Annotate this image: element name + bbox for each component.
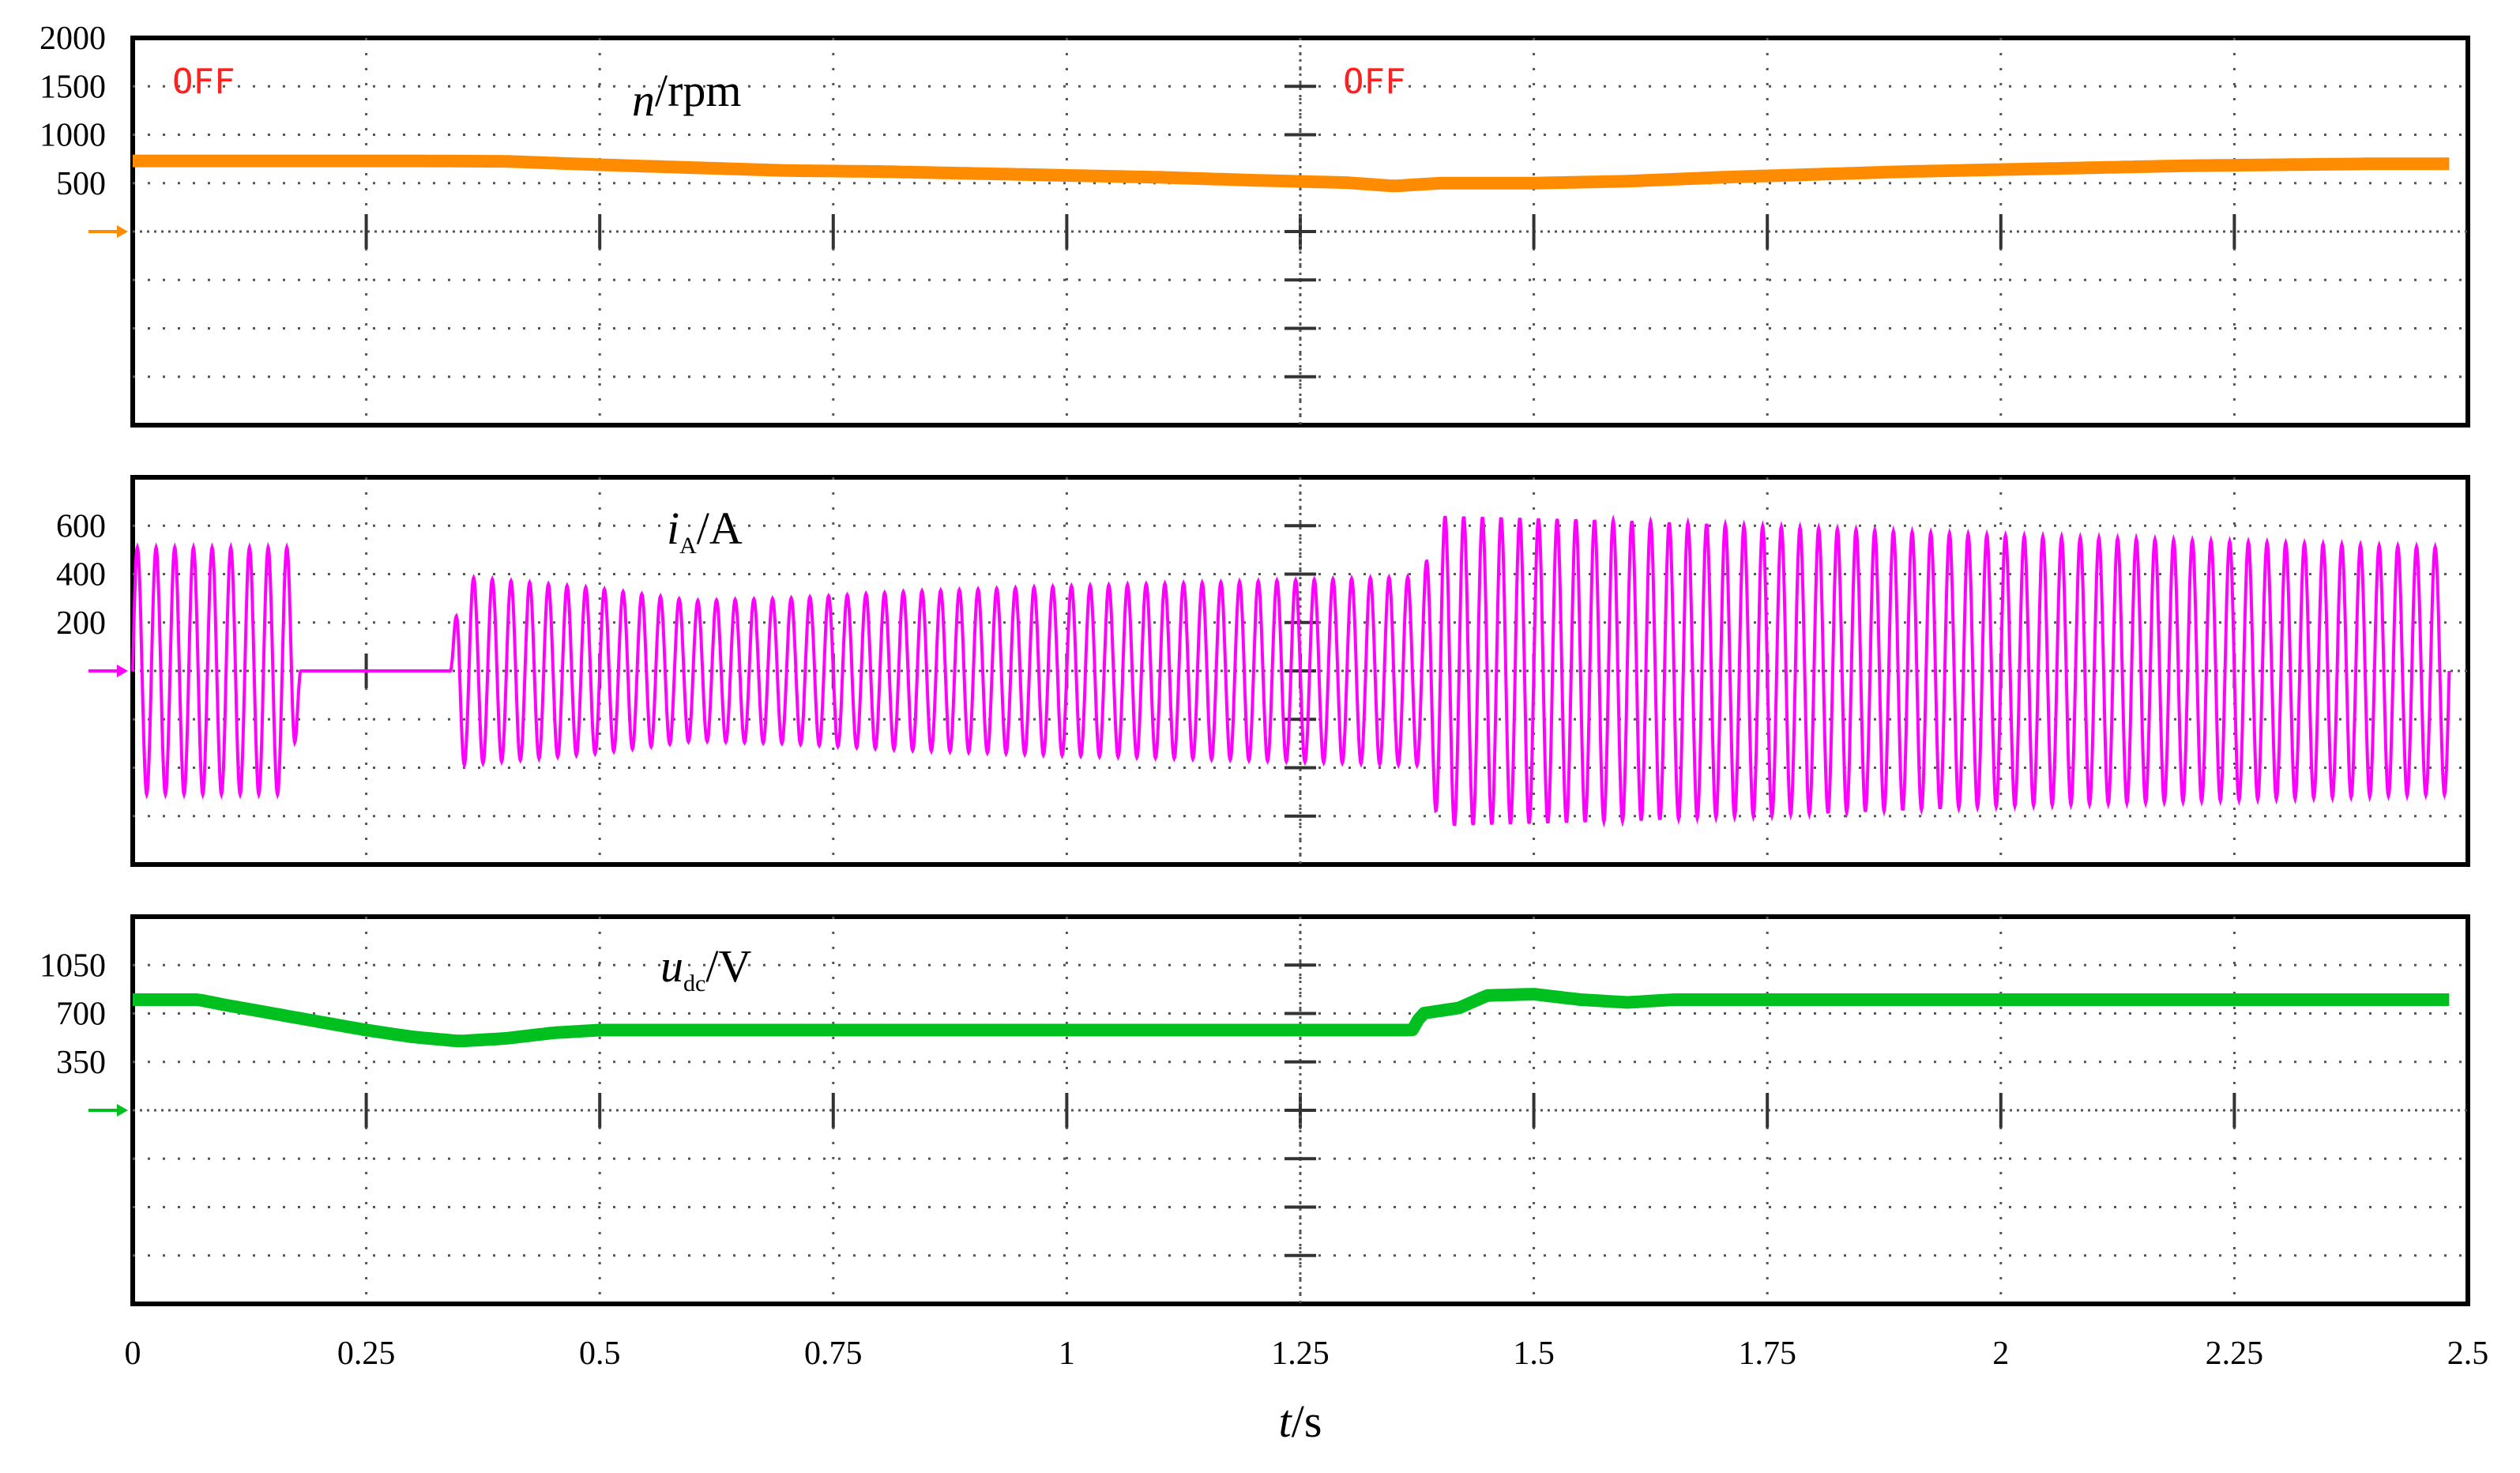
- speed-trace: [132, 154, 2450, 193]
- ground-marker-arrow-head: [117, 665, 128, 677]
- x-axis-tick-labels: 0 0.25 0.5 0.75 1 1.25 1.5 1.75 2 2.25 2.5: [125, 1335, 2489, 1372]
- speed-title-symbol: n: [632, 74, 655, 126]
- x-tick-label: 2: [1992, 1335, 2009, 1372]
- voltage-waveform: [132, 988, 2450, 1048]
- current-trace: [131, 514, 2451, 828]
- current-waveform: [131, 514, 2451, 828]
- y-tick-label: 2000: [39, 21, 106, 57]
- y-tick-label: 400: [56, 557, 106, 593]
- voltage-panel: 1050 700 350 udc/V: [39, 914, 2470, 1306]
- current-panel-title: iA/A: [667, 503, 743, 559]
- y-tick-label: 600: [56, 508, 106, 544]
- speed-title-unit: /rpm: [655, 65, 742, 116]
- speed-waveform: [132, 154, 2450, 193]
- x-tick-label: 0: [125, 1335, 141, 1372]
- ground-marker-arrow-head: [117, 225, 128, 238]
- current-panel: 600 400 200 iA/A: [56, 475, 2470, 867]
- x-axis-unit: /s: [1292, 1396, 1322, 1447]
- y-tick-label: 1000: [39, 118, 106, 154]
- x-tick-label: 2.25: [2206, 1335, 2264, 1372]
- current-title-symbol: i: [667, 503, 679, 554]
- current-tick-labels: 600 400 200: [56, 508, 128, 677]
- voltage-panel-title: udc/V: [660, 940, 751, 996]
- current-title-unit: /A: [697, 503, 743, 554]
- x-tick-label: 0.75: [804, 1335, 863, 1372]
- speed-panel-title: n/rpm: [632, 65, 742, 126]
- voltage-tick-labels: 1050 700 350: [39, 947, 128, 1117]
- y-tick-label: 200: [56, 605, 106, 642]
- off-marker-2: OFF: [1343, 62, 1405, 102]
- x-axis-symbol: t: [1279, 1396, 1293, 1447]
- x-tick-label: 1: [1059, 1335, 1075, 1372]
- speed-panel-grid: [133, 38, 2468, 425]
- speed-tick-labels: 2000 1500 1000 500: [39, 21, 128, 238]
- y-tick-label: 700: [56, 996, 106, 1033]
- current-title-subscript: A: [679, 533, 697, 559]
- x-tick-label: 1.25: [1271, 1335, 1330, 1372]
- speed-panel: 2000 1500 1000 500 OFF OFF n/rpm: [39, 21, 2470, 428]
- x-tick-label: 1.5: [1513, 1335, 1555, 1372]
- voltage-title-unit: /V: [705, 940, 751, 992]
- y-tick-label: 500: [56, 166, 106, 202]
- y-tick-label: 1050: [39, 947, 106, 984]
- x-tick-label: 1.75: [1738, 1335, 1796, 1372]
- x-tick-label: 0.25: [337, 1335, 396, 1372]
- y-tick-label: 350: [56, 1045, 106, 1081]
- voltage-panel-grid: [133, 917, 2468, 1304]
- off-marker-1: OFF: [172, 62, 235, 102]
- y-tick-label: 1500: [39, 69, 106, 105]
- ground-marker-arrow-head: [117, 1104, 128, 1117]
- voltage-title-subscript: dc: [683, 970, 705, 996]
- x-tick-label: 2.5: [2447, 1335, 2489, 1372]
- x-axis-label: t/s: [1279, 1396, 1322, 1447]
- voltage-title-symbol: u: [660, 940, 683, 992]
- voltage-trace: [132, 988, 2450, 1048]
- x-tick-label: 0.5: [579, 1335, 621, 1372]
